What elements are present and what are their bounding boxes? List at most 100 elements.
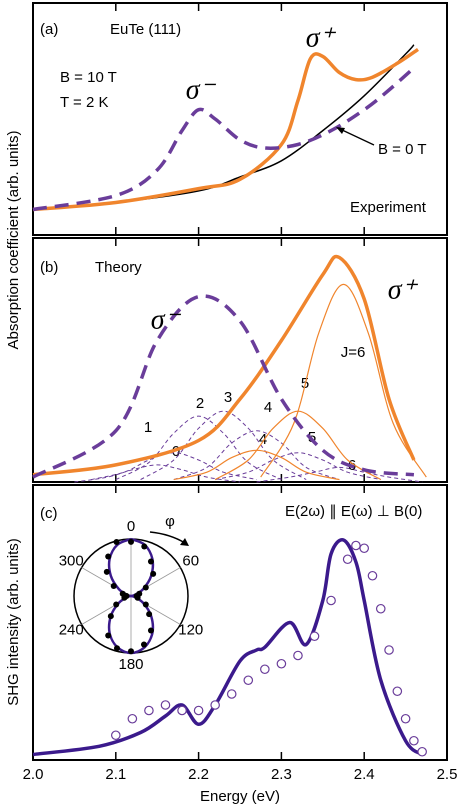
- data-point: [351, 540, 361, 551]
- x-tick-label: 2.5: [437, 766, 458, 783]
- series-label: J=6: [341, 344, 366, 361]
- data-line: [32, 294, 415, 479]
- polar-point: [142, 584, 149, 591]
- series-label: B = 0 T: [378, 141, 427, 158]
- plot-frame: [32, 484, 448, 761]
- x-tick-label: 2.4: [354, 766, 375, 783]
- data-point: [392, 686, 403, 697]
- polar-point: [113, 601, 120, 608]
- data-line: [173, 430, 340, 481]
- data-line: [256, 466, 423, 483]
- data-point: [375, 603, 386, 614]
- angle-label: 60: [182, 552, 199, 569]
- data-point: [193, 705, 204, 716]
- polar-point: [142, 601, 149, 608]
- data-line: [74, 464, 241, 483]
- data-point: [127, 713, 138, 724]
- data-point: [359, 543, 369, 554]
- arrow: [339, 128, 375, 146]
- phi-arrow: [149, 531, 186, 544]
- data-line: [90, 452, 257, 481]
- series-label: 2: [196, 395, 204, 412]
- polar-point: [105, 553, 112, 560]
- data-point: [144, 705, 154, 716]
- data-point: [226, 689, 237, 699]
- panel-label: (c): [40, 505, 58, 522]
- x-tick-label: 2.3: [271, 766, 292, 783]
- data-point: [400, 713, 411, 724]
- series-label: 4: [264, 399, 272, 416]
- panel-label: (a): [40, 21, 58, 38]
- data-point: [210, 700, 220, 710]
- polar-point: [128, 538, 134, 545]
- data-point: [367, 570, 378, 581]
- polar-point: [146, 611, 153, 618]
- data-line: [32, 254, 416, 477]
- angle-label: 240: [59, 621, 84, 638]
- data-point: [309, 631, 320, 642]
- data-point: [177, 705, 187, 716]
- data-line: [260, 283, 427, 478]
- polar-point: [150, 570, 157, 577]
- polar-point: [105, 632, 112, 639]
- polar-point: [141, 543, 148, 550]
- polar-point: [140, 641, 147, 648]
- x-tick-label: 2.0: [23, 766, 44, 783]
- polar-point: [147, 558, 154, 565]
- annotation: T = 2 K: [60, 94, 109, 111]
- plot-frame: [32, 2, 448, 236]
- x-tick-label: 2.1: [105, 766, 126, 783]
- polar-point: [119, 590, 126, 597]
- y-axis-label: Absorption coefficient (arb. units): [5, 130, 22, 349]
- annotation: Experiment: [350, 199, 427, 216]
- data-line: [215, 452, 381, 481]
- angle-label: 300: [59, 552, 84, 569]
- data-line: [173, 449, 340, 481]
- y-axis-label: SHG intensity (arb. units): [5, 538, 22, 706]
- annotation: B = 10 T: [60, 69, 117, 86]
- series-label: σ⁺: [306, 22, 337, 53]
- polar-point: [113, 539, 120, 546]
- phi-arrow-head: [180, 538, 189, 546]
- phi-label: φ: [165, 513, 175, 530]
- series-label: 1: [144, 419, 152, 436]
- data-point: [160, 700, 171, 710]
- polar-point: [147, 627, 154, 634]
- arrow-head: [336, 127, 345, 134]
- data-line: [115, 415, 282, 481]
- series-label: 4: [259, 431, 267, 448]
- polar-point: [110, 583, 117, 590]
- panel-title: E(2ω) ∥ E(ω) ⊥ B(0): [285, 503, 422, 520]
- x-tick-label: 2.2: [188, 766, 209, 783]
- data-line: [32, 47, 419, 212]
- series-label: σ⁻: [151, 304, 182, 335]
- series-label: 3: [224, 389, 232, 406]
- data-line: [140, 410, 307, 481]
- data-point: [342, 554, 353, 565]
- data-point: [111, 730, 121, 741]
- angle-label: 0: [127, 518, 135, 535]
- x-axis-label: Energy (eV): [200, 788, 280, 805]
- data-line: [32, 538, 424, 757]
- panel-title: Theory: [95, 259, 142, 276]
- data-line: [32, 66, 416, 212]
- polar-point: [113, 645, 120, 652]
- panel-label: (b): [40, 259, 58, 276]
- panel-title: EuTe (111): [110, 21, 181, 38]
- data-point: [243, 675, 254, 686]
- data-point: [260, 664, 270, 675]
- polar-point: [128, 648, 134, 655]
- polar-point: [103, 568, 110, 575]
- angle-label: 180: [118, 656, 143, 673]
- data-point: [409, 735, 419, 746]
- data-point: [384, 645, 394, 655]
- angle-label: 120: [178, 621, 203, 638]
- data-point: [326, 595, 336, 606]
- data-point: [417, 746, 427, 757]
- series-label: σ⁻: [186, 74, 217, 105]
- series-label: σ⁺: [388, 274, 419, 305]
- data-point: [293, 650, 303, 661]
- polar-point: [107, 613, 114, 620]
- data-point: [276, 658, 287, 669]
